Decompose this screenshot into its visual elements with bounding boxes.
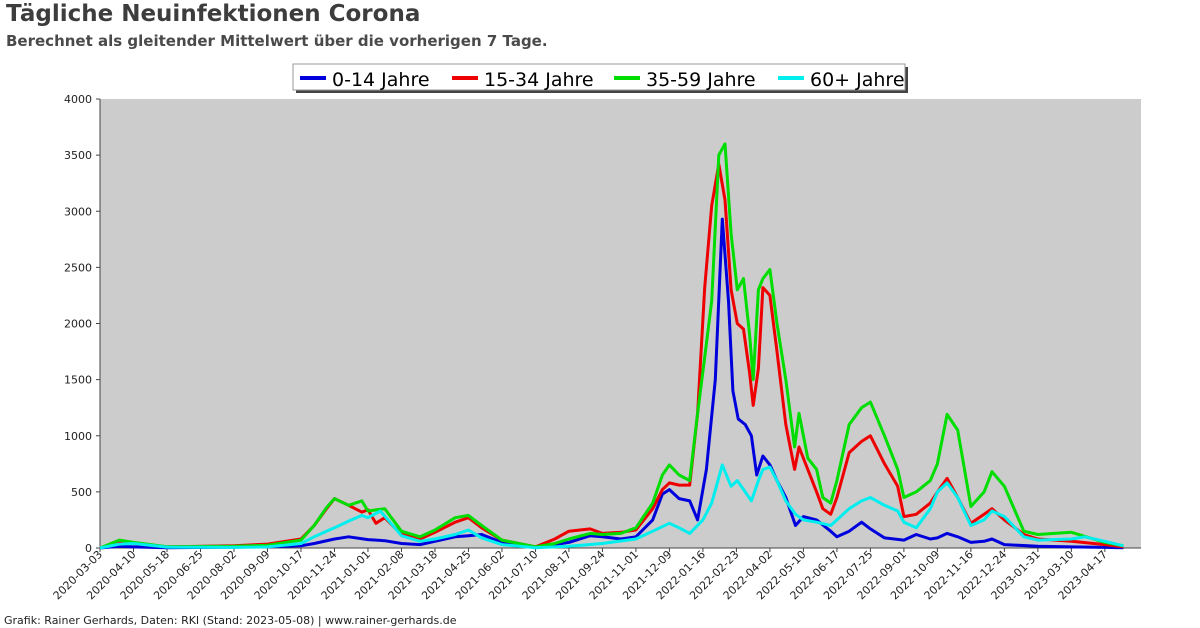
series-line	[99, 217, 1124, 550]
plot-area	[100, 99, 1141, 548]
y-tick-label: 3500	[64, 149, 92, 162]
legend-label: 0-14 Jahre	[332, 69, 430, 91]
x-axis: 2020-03-032020-04-102020-05-182020-06-25…	[51, 547, 1141, 602]
legend-label: 35-59 Jahre	[646, 69, 756, 91]
series-layer	[99, 142, 1124, 550]
y-tick-label: 500	[71, 486, 92, 499]
footer-credit: Grafik: Rainer Gerhards, Daten: RKI (Sta…	[4, 614, 457, 627]
y-tick-label: 1500	[64, 374, 92, 387]
y-tick-label: 0	[85, 542, 92, 555]
legend-label: 15-34 Jahre	[484, 69, 594, 91]
series-line	[99, 463, 1124, 550]
legend-label: 60+ Jahre	[810, 69, 905, 91]
legend: 0-14 Jahre 15-34 Jahre 35-59 Jahre 60+ Jahr…	[292, 63, 908, 93]
y-tick-label: 4000	[64, 93, 92, 106]
y-axis: 0 500 1000 1500 2000 2500 3000 3500 4000	[64, 93, 101, 555]
series-line	[99, 142, 1124, 550]
chart-title: Tägliche Neuinfektionen Corona	[6, 1, 421, 27]
y-tick-label: 2000	[64, 318, 92, 331]
chart-subtitle: Berechnet als gleitender Mittelwert über…	[6, 32, 548, 50]
y-tick-label: 1000	[64, 430, 92, 443]
y-tick-label: 2500	[64, 261, 92, 274]
y-tick-label: 3000	[64, 205, 92, 218]
